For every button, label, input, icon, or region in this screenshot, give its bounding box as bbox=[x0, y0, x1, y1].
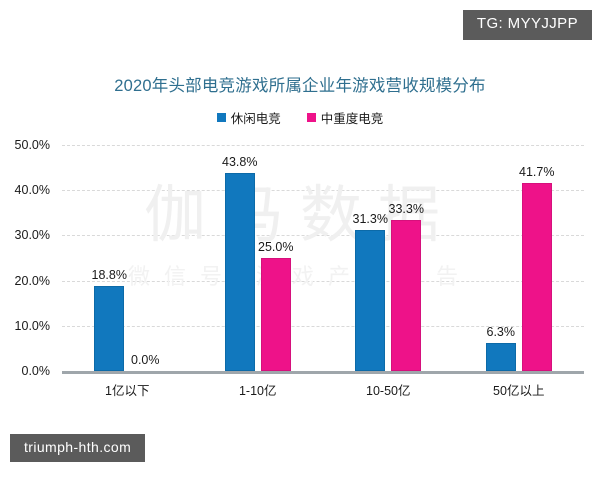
legend-swatch-casual bbox=[216, 113, 226, 122]
bar-hardcore[interactable] bbox=[391, 220, 422, 371]
bar-group: 31.3% 33.3% bbox=[323, 145, 454, 371]
plot-area bbox=[62, 145, 584, 371]
legend-item-hardcore[interactable]: 中重度电竞 bbox=[306, 108, 384, 127]
bar-slot: 25.0% bbox=[258, 145, 294, 371]
bar-slot: 31.3% bbox=[352, 145, 388, 371]
bar-slot: 18.8% bbox=[91, 145, 127, 371]
bar-value-label: 33.3% bbox=[388, 202, 424, 217]
bar-value-label: 18.8% bbox=[91, 268, 127, 283]
legend-label-hardcore: 中重度电竞 bbox=[320, 112, 384, 126]
bar-group: 18.8% 0.0% bbox=[62, 145, 193, 371]
bar-group: 6.3% 41.7% bbox=[454, 145, 585, 371]
gridline bbox=[62, 145, 584, 146]
bar-casual[interactable] bbox=[224, 173, 255, 371]
bar-value-label: 31.3% bbox=[352, 211, 388, 226]
bar-casual[interactable] bbox=[94, 286, 125, 371]
bar-value-label: 41.7% bbox=[519, 164, 555, 179]
bars-layer: 18.8% 0.0% 43.8% 25.0% 31.3% 33.3% 6.3% 41.7% bbox=[62, 145, 584, 371]
y-axis-tick-label: 40.0% bbox=[14, 183, 50, 198]
bar-value-label: 43.8% bbox=[222, 155, 258, 170]
gridline bbox=[62, 235, 584, 237]
bar-hardcore[interactable] bbox=[260, 258, 291, 371]
bar-value-label: 0.0% bbox=[131, 353, 160, 367]
bar-slot: 6.3% bbox=[485, 145, 516, 371]
x-axis-tick-label: 1亿以下 bbox=[105, 384, 150, 398]
chart-title: 2020年头部电竞游戏所属企业年游戏营收规模分布 bbox=[114, 77, 486, 95]
legend-label-casual: 休闲电竞 bbox=[230, 112, 281, 126]
bar-slot: 41.7% bbox=[519, 145, 555, 371]
y-axis-tick-label: 0.0% bbox=[21, 364, 51, 378]
bar-casual[interactable] bbox=[485, 342, 516, 371]
bar-hardcore[interactable] bbox=[521, 182, 552, 371]
site-watermark-badge: triumph-hth.com bbox=[10, 433, 146, 462]
y-axis: 0.0% 10.0% 20.0% 30.0% 40.0% 50.0% bbox=[0, 138, 56, 378]
legend-item-casual[interactable]: 休闲电竞 bbox=[216, 108, 281, 127]
y-axis-tick-label: 10.0% bbox=[14, 318, 50, 333]
bar-casual[interactable] bbox=[355, 229, 386, 371]
y-axis-tick-label: 30.0% bbox=[14, 228, 50, 243]
telegram-watermark-badge: TG: MYYJJPP bbox=[462, 10, 592, 40]
bar-slot: 0.0% bbox=[130, 145, 160, 371]
x-axis-tick-label: 1-10亿 bbox=[238, 384, 277, 398]
x-axis-tick-label: 50亿以上 bbox=[493, 384, 545, 398]
legend-swatch-hardcore bbox=[306, 113, 316, 122]
gridline bbox=[62, 280, 584, 282]
y-axis-tick-label: 20.0% bbox=[14, 273, 50, 288]
chart-legend: 休闲电竞 中重度电竞 bbox=[0, 108, 600, 127]
bar-group: 43.8% 25.0% bbox=[193, 145, 324, 371]
bar-slot: 43.8% bbox=[222, 145, 258, 371]
gridline bbox=[62, 190, 584, 192]
bar-value-label: 6.3% bbox=[486, 324, 516, 339]
x-axis-line bbox=[62, 371, 584, 374]
bar-value-label: 25.0% bbox=[258, 240, 294, 254]
y-axis-tick-label: 50.0% bbox=[14, 138, 50, 152]
x-axis-tick-label: 10-50亿 bbox=[366, 384, 411, 398]
bar-slot: 33.3% bbox=[388, 145, 424, 371]
x-axis: 1亿以下 1-10亿 10-50亿 50亿以上 bbox=[62, 380, 584, 399]
gridline bbox=[62, 325, 584, 327]
